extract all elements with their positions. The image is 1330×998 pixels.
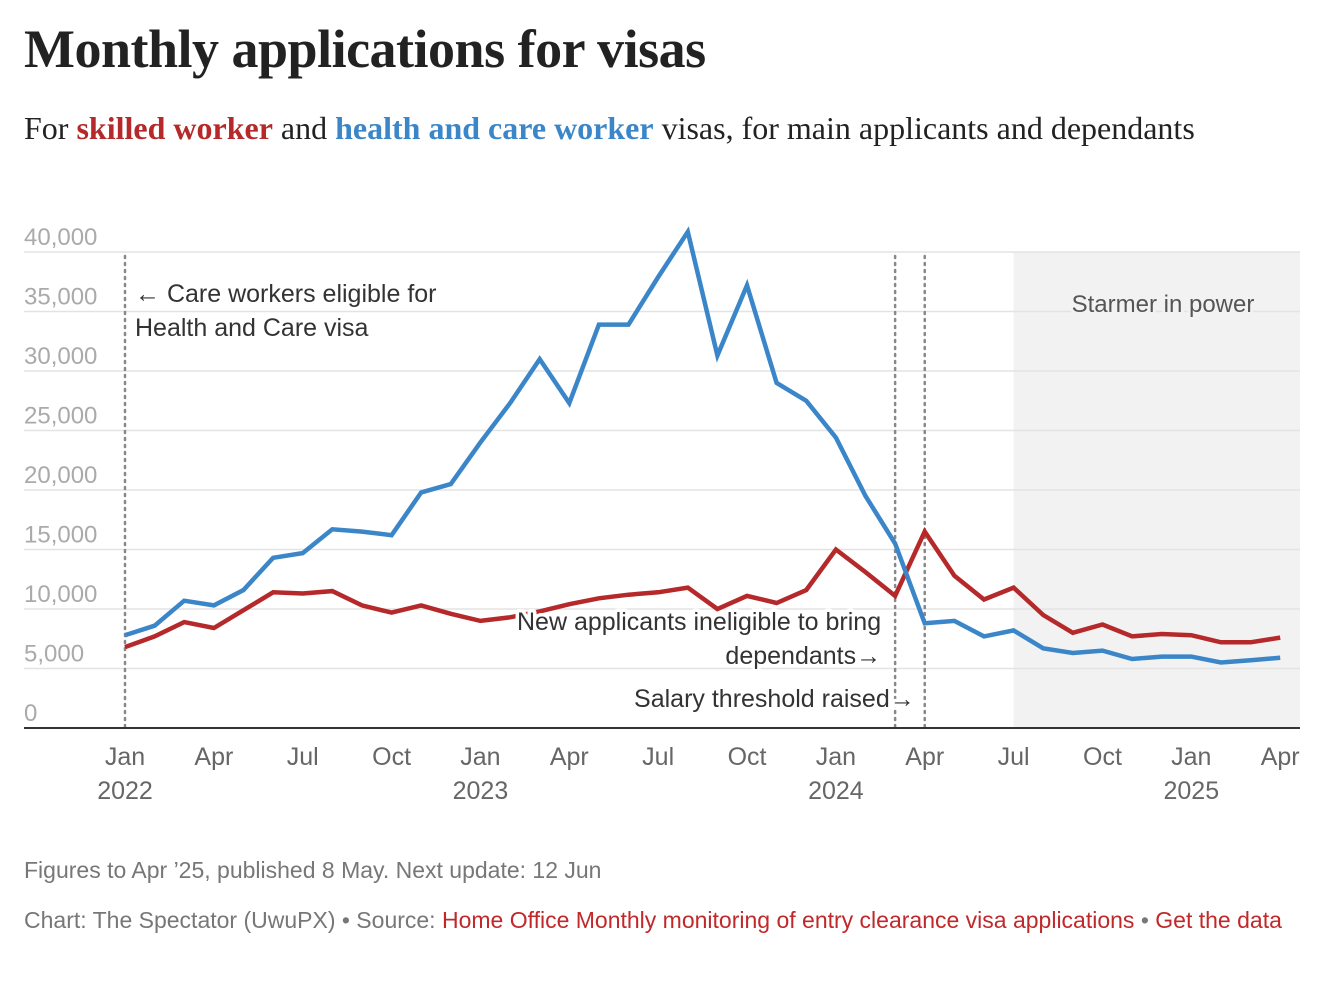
annotation-care-workers-line2: Health and Care visa [135,314,369,342]
y-tick-label: 25,000 [24,403,97,430]
footer-note: Figures to Apr ’25, published 8 May. Nex… [24,857,602,883]
shaded-region-label: Starmer in power [1072,291,1255,318]
x-tick-year-label: 2024 [808,777,864,805]
y-tick-label: 35,000 [24,284,97,311]
series-line-health-care [124,226,1281,665]
annotation-care-workers-line1: ← Care workers eligible for [135,280,437,308]
x-tick-label: Oct [372,743,411,771]
x-tick-label: Apr [1261,743,1300,771]
annotation-salary-threshold: Salary threshold raised→ [634,685,915,713]
x-tick-label: Jul [998,743,1030,771]
annotation-dependants-line1: New applicants ineligible to bring [517,608,881,636]
series-line-skilled-worker [124,527,1281,650]
y-tick-label: 10,000 [24,581,97,608]
x-tick-label: Jan [816,743,856,771]
chart-subtitle: For skilled worker and health and care w… [24,106,1224,150]
y-tick-label: 15,000 [24,522,97,549]
chart-title: Monthly applications for visas [24,19,706,79]
y-tick-label: 0 [24,700,37,727]
footer-separator: • [1134,907,1156,933]
x-tick-label: Oct [1083,743,1122,771]
x-tick-label: Apr [550,743,589,771]
x-tick-label: Jan [1171,743,1211,771]
x-tick-label: Oct [728,743,767,771]
subtitle-prefix: For [24,110,77,146]
x-tick-label: Jul [642,743,674,771]
annotation-dependants-line2: dependants→ [725,642,881,670]
get-the-data-link[interactable]: Get the data [1155,907,1282,933]
y-tick-label: 20,000 [24,462,97,489]
subtitle-series-skilled-worker: skilled worker [76,110,273,146]
footer-source: Chart: The Spectator (UwuPX) • Source: H… [24,902,1314,938]
x-tick-year-label: 2023 [453,777,509,805]
y-tick-label: 40,000 [24,224,97,251]
x-tick-label: Apr [905,743,944,771]
x-tick-year-label: 2025 [1164,777,1220,805]
y-tick-label: 5,000 [24,641,84,668]
x-tick-label: Jul [287,743,319,771]
x-tick-label: Jan [105,743,145,771]
footer-credit: Chart: The Spectator (UwuPX) • Source: [24,907,442,933]
x-tick-label: Jan [460,743,500,771]
subtitle-series-health-care: health and care worker [335,110,654,146]
y-tick-label: 30,000 [24,343,97,370]
subtitle-middle: and [272,110,336,146]
subtitle-suffix: visas, for main applicants and dependant… [653,110,1195,146]
x-tick-label: Apr [194,743,233,771]
source-link[interactable]: Home Office Monthly monitoring of entry … [441,907,1135,933]
x-tick-year-label: 2022 [97,777,153,805]
